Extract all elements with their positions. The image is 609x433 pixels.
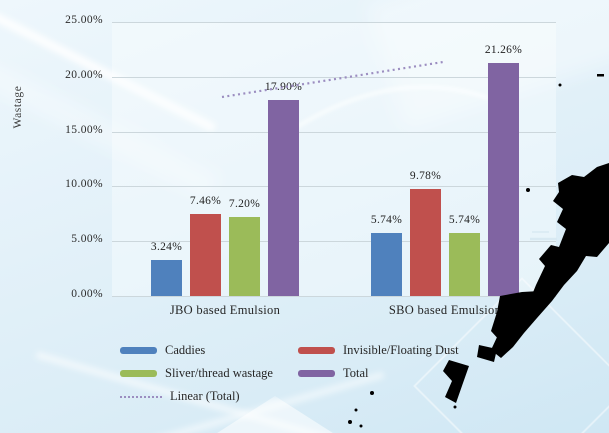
bar-caddies xyxy=(151,260,182,296)
chart-legend: Caddies Invisible/Floating Dust Sliver/thr… xyxy=(120,342,548,405)
tear-speck xyxy=(597,74,604,77)
data-label: 21.26% xyxy=(484,43,523,56)
y-axis: 25.00% 20.00% 15.00% 10.00% 5.00% 0.00% xyxy=(0,0,103,433)
data-label: 17.90% xyxy=(264,80,303,93)
tear-speck xyxy=(453,405,457,409)
y-tick-label: 10.00% xyxy=(65,178,103,191)
legend-label: Sliver/thread wastage xyxy=(165,366,273,380)
category-label: JBO based Emulsion xyxy=(169,303,281,317)
tear-speck xyxy=(558,83,562,87)
bar-caddies xyxy=(371,233,402,296)
data-label: 7.46% xyxy=(189,195,222,208)
trendline-marker xyxy=(120,395,162,398)
bar-sliver-thread-wastage xyxy=(229,217,260,296)
legend-marker xyxy=(298,370,335,377)
y-tick-label: 25.00% xyxy=(65,14,103,26)
gridline xyxy=(112,131,556,133)
legend-label: Invisible/Floating Dust xyxy=(343,343,459,357)
y-tick-label: 5.00% xyxy=(71,233,103,246)
bar-sliver-thread-wastage xyxy=(449,233,480,296)
legend-label: Caddies xyxy=(165,343,206,357)
data-label: 9.78% xyxy=(409,169,442,182)
plot-area: 3.24% 5.74% 7.46% 9.78% 7.20% 5.74% 17.90% 21.2… xyxy=(112,22,556,297)
bar-total xyxy=(268,99,299,296)
category-label: SBO based Emulsion xyxy=(388,303,502,317)
gridline xyxy=(112,241,556,243)
y-tick-label: 15.00% xyxy=(65,123,103,136)
gridline xyxy=(112,296,556,297)
tear-speck xyxy=(348,420,352,424)
legend-label: Linear (Total) xyxy=(170,389,240,403)
data-label: 3.24% xyxy=(150,241,183,254)
bar-invisible-floating-dust xyxy=(410,188,441,296)
y-tick-label: 0.00% xyxy=(71,288,103,300)
gridline xyxy=(112,186,556,188)
data-label: 5.74% xyxy=(370,214,403,227)
y-tick-label: 20.00% xyxy=(65,68,103,81)
data-label: 7.20% xyxy=(228,198,261,211)
legend-item: Sliver/thread wastage xyxy=(120,365,298,382)
legend-marker xyxy=(298,347,335,354)
bar-total xyxy=(488,62,519,296)
legend-item: Total xyxy=(298,365,548,382)
legend-marker xyxy=(120,370,157,377)
bar-invisible-floating-dust xyxy=(190,214,221,296)
tear-speck xyxy=(354,408,358,412)
tear-speck xyxy=(359,424,363,428)
legend-item-trendline: Linear (Total) xyxy=(120,388,298,405)
legend-marker xyxy=(120,347,157,354)
legend-item: Caddies xyxy=(120,342,298,359)
gridline xyxy=(112,22,556,23)
legend-item: Invisible/Floating Dust xyxy=(298,342,548,359)
data-label: 5.74% xyxy=(448,214,481,227)
legend-label: Total xyxy=(343,366,369,380)
